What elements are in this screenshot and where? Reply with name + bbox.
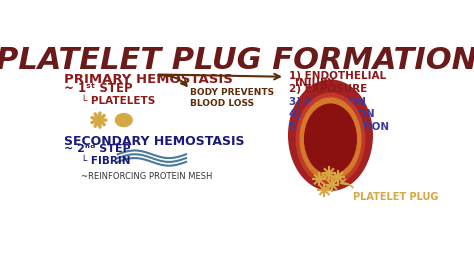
Text: 5) AGGREGATION: 5) AGGREGATION [289, 122, 389, 132]
Circle shape [327, 171, 331, 176]
Text: SECONDARY HEMOSTASIS: SECONDARY HEMOSTASIS [64, 135, 245, 148]
Circle shape [336, 175, 340, 179]
Text: PRIMARY HEMOSTASIS: PRIMARY HEMOSTASIS [64, 73, 233, 86]
Text: PLATELET PLUG FORMATION: PLATELET PLUG FORMATION [0, 45, 474, 74]
Text: └ PLATELETS: └ PLATELETS [81, 96, 155, 106]
Text: 3) ADHESION: 3) ADHESION [289, 97, 365, 106]
Text: INJURY: INJURY [295, 77, 335, 88]
Text: ~ 2ⁿᵈ STEP: ~ 2ⁿᵈ STEP [64, 144, 131, 154]
Text: 1) ENDOTHELIAL: 1) ENDOTHELIAL [289, 71, 386, 81]
Circle shape [330, 182, 334, 187]
Text: BODY PREVENTS
BLOOD LOSS: BODY PREVENTS BLOOD LOSS [190, 88, 274, 107]
Circle shape [95, 116, 102, 124]
Ellipse shape [300, 98, 361, 180]
Text: 2) EXPOSURE: 2) EXPOSURE [289, 84, 367, 94]
Circle shape [322, 188, 327, 192]
Ellipse shape [305, 104, 356, 174]
Ellipse shape [296, 93, 365, 185]
Text: └ FIBRIN: └ FIBRIN [81, 156, 131, 166]
Text: PLATELET PLUG: PLATELET PLUG [353, 192, 438, 202]
Text: 4) ACTIVATION: 4) ACTIVATION [289, 109, 374, 119]
Ellipse shape [289, 80, 372, 190]
Circle shape [317, 177, 321, 182]
Ellipse shape [115, 114, 132, 127]
Text: ~ 1ˢᵗ STEP: ~ 1ˢᵗ STEP [64, 82, 133, 95]
Text: ~REINFORCING PROTEIN MESH: ~REINFORCING PROTEIN MESH [81, 172, 212, 181]
